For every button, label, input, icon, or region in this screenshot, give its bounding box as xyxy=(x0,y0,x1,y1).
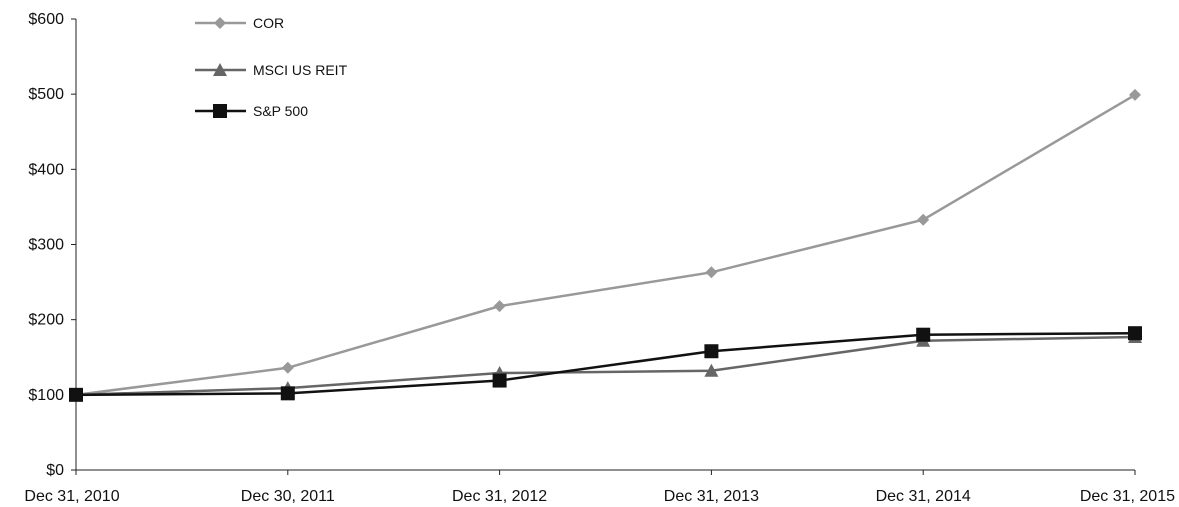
legend-marker-msci-us-reit xyxy=(213,63,227,76)
data-point-cor xyxy=(917,213,930,226)
data-point-s-p-500 xyxy=(492,373,507,388)
data-point-cor xyxy=(281,361,294,374)
y-tick-label: $100 xyxy=(28,387,64,404)
data-point-s-p-500 xyxy=(1128,326,1142,341)
data-point-msci-us-reit xyxy=(704,363,719,377)
data-point-cor xyxy=(705,266,718,279)
legend-item-msci-us-reit: MSCI US REIT xyxy=(195,62,348,78)
legend-marker-cor xyxy=(214,17,226,29)
data-point-cor xyxy=(493,300,506,313)
y-tick-label: $0 xyxy=(46,462,64,479)
data-point-s-p-500 xyxy=(69,387,83,402)
legend-item-s-p-500: S&P 500 xyxy=(195,103,308,119)
x-tick-label: Dec 31, 2015 xyxy=(1080,488,1175,505)
series-line-cor xyxy=(75,93,1136,397)
series-line-msci-us-reit xyxy=(75,335,1136,397)
legend: COR MSCI US REIT S&P 500 xyxy=(195,15,348,119)
legend-marker-s-p-500 xyxy=(213,104,227,118)
legend-item-cor: COR xyxy=(195,15,284,31)
series-line-s-p-500 xyxy=(75,331,1136,397)
series-markers xyxy=(69,88,1142,402)
y-tick-label: $400 xyxy=(28,161,64,178)
y-tick-label: $200 xyxy=(28,312,64,329)
x-tick-label: Dec 31, 2010 xyxy=(24,488,119,505)
legend-label: MSCI US REIT xyxy=(253,62,348,78)
x-tick-label: Dec 30, 2011 xyxy=(241,488,335,505)
x-tick-label: Dec 31, 2012 xyxy=(452,488,547,505)
x-tick-label: Dec 31, 2013 xyxy=(664,488,759,505)
y-tick-label: $300 xyxy=(28,237,64,254)
data-point-s-p-500 xyxy=(280,386,295,401)
data-point-s-p-500 xyxy=(916,327,931,342)
data-point-s-p-500 xyxy=(704,344,719,359)
axes: $0 $100 $200 $300 $400 $500 $600 Dec 31, 2010 De… xyxy=(24,11,1175,505)
series-lines xyxy=(75,93,1136,397)
y-tick-label: $500 xyxy=(28,86,64,103)
x-tick-label: Dec 31, 2014 xyxy=(876,488,971,505)
legend-label: S&P 500 xyxy=(253,103,308,119)
y-tick-label: $600 xyxy=(28,11,64,28)
legend-label: COR xyxy=(253,15,284,31)
data-point-cor xyxy=(1129,88,1141,101)
